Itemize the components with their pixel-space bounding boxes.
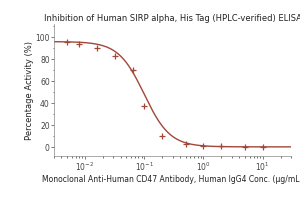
Title: Inhibition of Human SIRP alpha, His Tag (HPLC-verified) ELISA: Inhibition of Human SIRP alpha, His Tag … <box>44 14 300 23</box>
X-axis label: Monoclonal Anti-Human CD47 Antibody, Human IgG4 Conc. (μg/mL): Monoclonal Anti-Human CD47 Antibody, Hum… <box>42 175 300 184</box>
Y-axis label: Percentage Activity (%): Percentage Activity (%) <box>25 40 34 140</box>
